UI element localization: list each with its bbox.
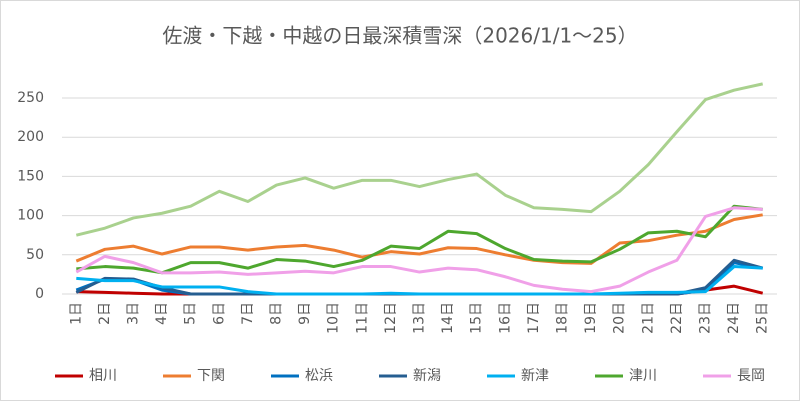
chart-title: 佐渡・下越・中越の日最深積雪深（2026/1/1～25） (162, 24, 637, 48)
legend-label: 相川 (89, 368, 117, 384)
x-tick-label: 11日 (354, 302, 370, 334)
legend-label: 長岡 (737, 368, 765, 384)
series-line (75, 206, 763, 294)
x-tick-label: 22日 (669, 302, 685, 334)
y-tick-label: 200 (17, 129, 44, 145)
y-tick-label: 100 (17, 208, 44, 224)
x-tick-label: 17日 (526, 302, 542, 334)
y-tick-label: 150 (17, 168, 44, 184)
series-line (76, 265, 763, 296)
x-tick-label: 18日 (555, 302, 571, 334)
x-tick-label: 25日 (755, 302, 771, 334)
x-tick-label: 13日 (412, 302, 428, 334)
x-tick-label: 9日 (297, 302, 313, 325)
y-tick-label: 0 (35, 286, 44, 302)
series-line (75, 82, 764, 237)
x-tick-label: 8日 (269, 302, 285, 325)
x-tick-label: 4日 (154, 302, 170, 325)
x-tick-label: 19日 (583, 302, 599, 334)
x-tick-label: 23日 (698, 302, 714, 334)
y-tick-label: 250 (17, 90, 44, 106)
legend-label: 新津 (521, 368, 549, 384)
x-tick-label: 10日 (326, 302, 342, 334)
x-tick-label: 24日 (726, 302, 742, 334)
x-tick-label: 14日 (440, 302, 456, 334)
x-tick-label: 2日 (97, 302, 113, 325)
x-tick-label: 3日 (126, 302, 142, 325)
x-tick-label: 21日 (640, 302, 656, 334)
x-tick-label: 20日 (612, 302, 628, 334)
x-tick-label: 15日 (469, 302, 485, 334)
series-line (75, 213, 763, 265)
legend-label: 津川 (629, 368, 657, 384)
series-line (76, 204, 763, 275)
legend-label: 新潟 (413, 368, 441, 384)
legend-label: 松浜 (305, 368, 333, 384)
x-tick-label: 6日 (211, 302, 227, 325)
x-tick-label: 5日 (183, 302, 199, 325)
legend-label: 下関 (197, 368, 225, 384)
x-tick-label: 12日 (383, 302, 399, 334)
x-tick-label: 1日 (68, 302, 84, 325)
y-tick-label: 50 (26, 247, 44, 263)
x-tick-label: 7日 (240, 302, 256, 325)
x-tick-label: 16日 (497, 302, 513, 334)
